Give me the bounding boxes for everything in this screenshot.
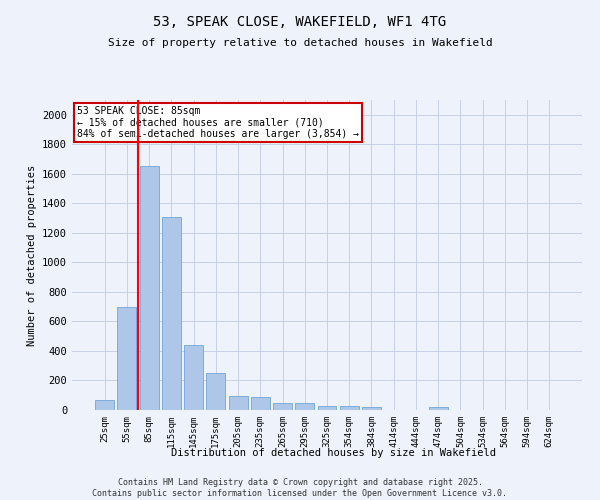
Bar bbox=[229, 396, 248, 410]
Bar bbox=[251, 398, 270, 410]
Bar bbox=[162, 216, 181, 410]
Bar bbox=[140, 166, 158, 410]
Bar bbox=[362, 407, 381, 410]
Text: Size of property relative to detached houses in Wakefield: Size of property relative to detached ho… bbox=[107, 38, 493, 48]
Bar bbox=[340, 406, 359, 410]
Y-axis label: Number of detached properties: Number of detached properties bbox=[26, 164, 37, 346]
Bar bbox=[429, 407, 448, 410]
Bar bbox=[95, 400, 114, 410]
Text: 53 SPEAK CLOSE: 85sqm
← 15% of detached houses are smaller (710)
84% of semi-det: 53 SPEAK CLOSE: 85sqm ← 15% of detached … bbox=[77, 106, 359, 140]
Bar bbox=[118, 306, 136, 410]
Bar bbox=[317, 406, 337, 410]
Text: Distribution of detached houses by size in Wakefield: Distribution of detached houses by size … bbox=[170, 448, 496, 458]
Bar bbox=[184, 345, 203, 410]
Text: 53, SPEAK CLOSE, WAKEFIELD, WF1 4TG: 53, SPEAK CLOSE, WAKEFIELD, WF1 4TG bbox=[154, 15, 446, 29]
Bar bbox=[295, 403, 314, 410]
Text: Contains HM Land Registry data © Crown copyright and database right 2025.
Contai: Contains HM Land Registry data © Crown c… bbox=[92, 478, 508, 498]
Bar bbox=[273, 403, 292, 410]
Bar bbox=[206, 373, 225, 410]
